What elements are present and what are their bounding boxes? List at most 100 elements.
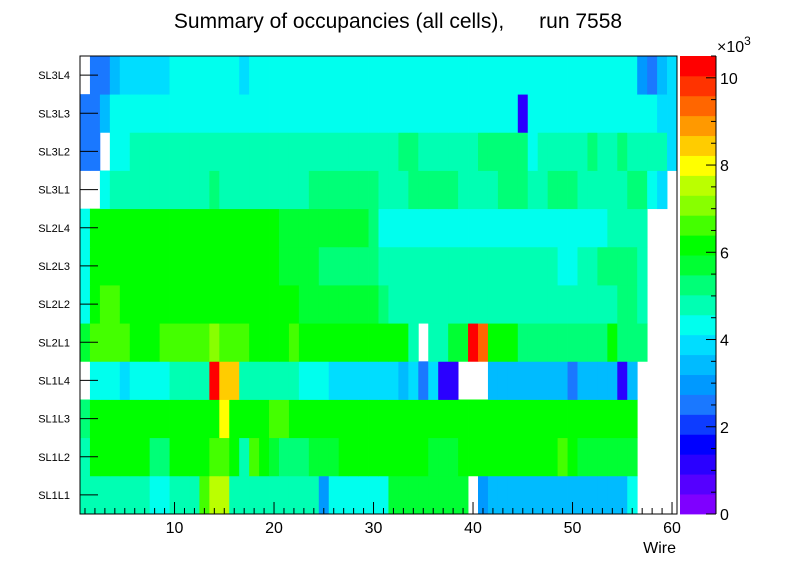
cell-SL1L3-wire-45: [517, 399, 529, 439]
color-scale-swatch: [680, 215, 716, 236]
cell-SL1L2-wire-40: [468, 437, 479, 477]
cell-SL1L3-wire-27: [338, 399, 350, 439]
cell-SL1L3-wire-40: [468, 399, 479, 439]
cell-SL1L4-wire-51: [577, 361, 588, 400]
cell-SL2L1-wire-30: [368, 323, 379, 362]
cell-SL3L3-wire-35: [418, 94, 429, 133]
cell-SL1L1-wire-13: [199, 475, 210, 515]
cell-SL1L4-wire-17: [239, 361, 250, 400]
cell-SL2L1-wire-23: [298, 323, 310, 362]
cell-SL1L3-wire-53: [597, 399, 608, 439]
cell-SL2L1-wire-56: [627, 323, 638, 362]
cell-SL3L4-wire-14: [209, 56, 220, 95]
cell-SL2L3-wire-45: [517, 246, 529, 286]
cell-SL3L4-wire-58: [647, 56, 658, 95]
color-scale-swatch: [680, 255, 716, 276]
cell-SL1L1-wire-35: [418, 475, 429, 515]
cell-SL2L4-wire-44: [507, 208, 519, 248]
cell-SL3L2-wire-28: [348, 132, 359, 171]
color-scale-swatch: [680, 494, 716, 515]
cell-SL2L3-wire-47: [537, 246, 549, 286]
cell-SL1L4-wire-27: [338, 361, 350, 400]
cell-SL2L4-wire-36: [428, 208, 439, 248]
cell-SL1L1-wire-25: [318, 475, 330, 515]
cell-SL2L4-wire-19: [259, 208, 270, 248]
cell-SL3L4-wire-11: [179, 56, 190, 95]
cell-SL2L1-wire-24: [308, 323, 320, 362]
cell-SL1L1-wire-34: [408, 475, 419, 515]
cell-SL2L4-wire-3: [99, 208, 111, 248]
cell-SL1L3-wire-31: [378, 399, 389, 439]
cell-SL1L4-wire-46: [527, 361, 539, 400]
cell-SL2L4-wire-32: [388, 208, 399, 248]
cell-SL3L2-wire-35: [418, 132, 429, 171]
cell-SL3L2-wire-38: [448, 132, 459, 171]
x-tick-label: 10: [166, 520, 184, 537]
cell-SL1L1-wire-45: [517, 475, 529, 515]
cell-SL1L3-wire-23: [298, 399, 310, 439]
cell-SL2L1-wire-38: [448, 323, 459, 362]
cell-SL2L4-wire-5: [119, 208, 131, 248]
cell-SL1L2-wire-16: [229, 437, 240, 477]
cell-SL1L2-wire-47: [537, 437, 549, 477]
cell-SL1L1-wire-47: [537, 475, 549, 515]
cell-SL1L4-wire-54: [607, 361, 618, 400]
cell-SL2L4-wire-22: [288, 208, 300, 248]
y-tick-label: SL2L4: [38, 223, 70, 235]
y-tick-label: SL1L3: [38, 414, 70, 426]
cell-SL3L2-wire-57: [637, 132, 648, 171]
cell-SL2L4-wire-37: [438, 208, 449, 248]
color-scale-swatch: [680, 175, 716, 196]
cell-SL3L3-wire-10: [169, 94, 180, 133]
cell-SL2L1-wire-10: [169, 323, 180, 362]
cell-SL3L1-wire-11: [179, 170, 190, 210]
cell-SL2L2-wire-37: [438, 285, 449, 324]
cell-SL1L1-wire-28: [348, 475, 359, 515]
cell-SL1L1-wire-51: [577, 475, 588, 515]
y-tick-label: SL2L2: [38, 299, 70, 311]
cell-SL1L1-wire-27: [338, 475, 350, 515]
cell-SL2L2-wire-4: [109, 285, 121, 324]
cell-SL2L1-wire-50: [567, 323, 578, 362]
cell-SL1L4-wire-34: [408, 361, 419, 400]
cell-SL2L2-wire-27: [338, 285, 350, 324]
cell-SL3L4-wire-47: [537, 56, 549, 95]
cell-SL1L3-wire-22: [288, 399, 300, 439]
cell-SL3L1-wire-35: [418, 170, 429, 210]
cell-SL2L4-wire-4: [109, 208, 121, 248]
cell-SL3L4-wire-27: [338, 56, 350, 95]
cell-SL2L4-wire-33: [398, 208, 409, 248]
x-tick-label: 30: [365, 520, 383, 537]
cell-SL2L3-wire-32: [388, 246, 399, 286]
cell-SL1L2-wire-38: [448, 437, 459, 477]
cell-SL1L3-wire-13: [199, 399, 210, 439]
cell-SL1L2-wire-25: [318, 437, 330, 477]
cell-SL1L2-wire-43: [497, 437, 509, 477]
cell-SL2L2-wire-55: [617, 285, 628, 324]
cell-SL3L2-wire-40: [468, 132, 479, 171]
cell-SL3L1-wire-16: [229, 170, 240, 210]
cell-SL3L2-wire-30: [368, 132, 379, 171]
cell-SL3L3-wire-21: [279, 94, 290, 133]
cell-SL3L3-wire-50: [567, 94, 578, 133]
cell-SL3L3-wire-12: [189, 94, 200, 133]
cell-SL1L1-wire-32: [388, 475, 399, 515]
cell-SL2L4-wire-18: [249, 208, 260, 248]
color-scale-tick-label: 6: [720, 245, 729, 262]
cell-SL3L1-wire-55: [617, 170, 628, 210]
cell-SL1L4-wire-55: [617, 361, 628, 400]
cell-SL3L4-wire-60: [667, 56, 678, 95]
cell-SL3L2-wire-55: [617, 132, 628, 171]
cell-SL1L3-wire-46: [527, 399, 539, 439]
cell-SL1L3-wire-24: [308, 399, 320, 439]
cell-SL3L1-wire-5: [119, 170, 131, 210]
cell-SL2L1-wire-22: [288, 323, 300, 362]
cell-SL2L4-wire-11: [179, 208, 190, 248]
cell-SL2L2-wire-43: [497, 285, 509, 324]
cell-SL1L3-wire-4: [109, 399, 121, 439]
cell-SL1L1-wire-43: [497, 475, 509, 515]
cell-SL3L2-wire-15: [219, 132, 230, 171]
cell-SL3L1-wire-24: [308, 170, 320, 210]
cell-SL1L4-wire-10: [169, 361, 180, 400]
cell-SL3L3-wire-38: [448, 94, 459, 133]
